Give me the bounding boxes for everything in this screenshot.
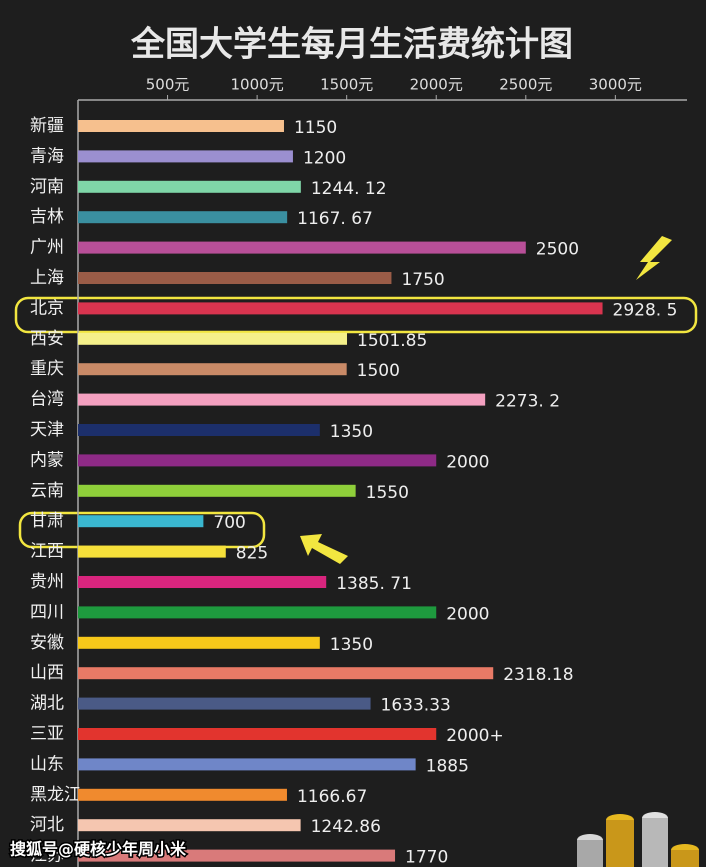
category-label: 重庆: [30, 359, 64, 379]
bar: [78, 150, 293, 163]
arrow: [300, 534, 348, 564]
chart-title: 全国大学生每月生活费统计图: [130, 25, 573, 65]
bar: [78, 180, 301, 193]
category-label: 湖北: [30, 694, 64, 714]
value-label: 2928. 5: [613, 300, 678, 320]
value-label: 1501.85: [357, 331, 427, 351]
value-label: 1166.67: [297, 787, 367, 807]
bar: [78, 515, 204, 528]
value-label: 2000+: [446, 726, 504, 746]
value-label: 1500: [357, 361, 400, 381]
category-label: 甘肃: [30, 511, 64, 531]
value-label: 1167. 67: [297, 209, 373, 229]
value-label: 1770: [405, 848, 448, 867]
category-label: 上海: [30, 268, 64, 288]
category-label: 山东: [30, 754, 64, 774]
x-tick-label: 1000元: [231, 76, 284, 94]
value-label: 1350: [330, 635, 373, 655]
bar: [78, 454, 437, 467]
x-tick-label: 1500元: [320, 76, 373, 94]
category-label: 北京: [30, 298, 64, 318]
category-label: 黑龙江: [30, 785, 81, 805]
value-label: 1385. 71: [336, 574, 412, 594]
category-label: 台湾: [30, 390, 64, 410]
category-label: 青海: [30, 146, 64, 166]
category-label: 广州: [30, 238, 64, 258]
value-label: 1885: [426, 756, 469, 776]
bar: [78, 728, 437, 740]
category-label: 四川: [30, 602, 64, 622]
bar: [78, 211, 288, 224]
category-label: 新疆: [30, 116, 64, 136]
bar: [78, 697, 371, 710]
bar: [78, 606, 437, 619]
x-tick-label: 500元: [146, 76, 190, 94]
value-label: 825: [236, 544, 268, 564]
value-label: 1350: [330, 422, 373, 442]
value-label: 700: [213, 513, 245, 533]
category-label: 云南: [30, 481, 64, 501]
value-label: 2500: [536, 240, 579, 260]
highlight: [14, 296, 698, 334]
category-label: 安徽: [30, 633, 64, 653]
category-label: 吉林: [30, 207, 64, 227]
bar: [78, 424, 320, 436]
category-label: 内蒙: [30, 450, 64, 470]
value-label: 2273. 2: [495, 392, 560, 412]
bar: [78, 576, 327, 588]
bar: [78, 819, 301, 832]
bar: [78, 332, 348, 345]
bar: [78, 849, 396, 862]
bar: [78, 241, 526, 254]
category-label: 河北: [30, 815, 64, 835]
x-tick-label: 3000元: [589, 76, 642, 94]
category-label: 天津: [30, 420, 64, 440]
bar: [78, 667, 494, 680]
value-label: 1750: [401, 270, 444, 290]
value-label: 2000: [446, 604, 489, 624]
bar: [78, 120, 284, 132]
x-tick-label: 2500元: [499, 76, 552, 94]
value-label: 2318.18: [503, 665, 573, 685]
value-label: 1244. 12: [311, 179, 387, 199]
value-label: 1150: [294, 118, 337, 138]
bar: [78, 393, 486, 406]
value-label: 2000: [446, 452, 489, 472]
watermark: 搜狐号@硬核少年周小米: [10, 840, 187, 859]
value-label: 1242.86: [311, 817, 381, 837]
value-label: 1550: [366, 483, 409, 503]
value-label: 1200: [303, 148, 346, 168]
bar: [78, 545, 226, 558]
bar: [78, 758, 416, 771]
category-label: 西安: [30, 329, 64, 349]
bar: [78, 636, 320, 649]
category-label: 河南: [30, 177, 64, 197]
arrow: [636, 236, 672, 280]
bar: [78, 484, 356, 497]
bar: [78, 788, 287, 801]
category-label: 江苏: [30, 846, 64, 866]
category-label: 贵州: [30, 572, 64, 592]
bar: [78, 363, 347, 376]
coins: [577, 812, 699, 867]
category-label: 山西: [30, 663, 64, 683]
x-tick-label: 2000元: [410, 76, 463, 94]
category-label: 三亚: [30, 724, 64, 744]
bar: [78, 272, 392, 284]
value-label: 1633.33: [381, 696, 451, 716]
bar: [78, 302, 603, 315]
category-label: 江西: [30, 542, 64, 562]
